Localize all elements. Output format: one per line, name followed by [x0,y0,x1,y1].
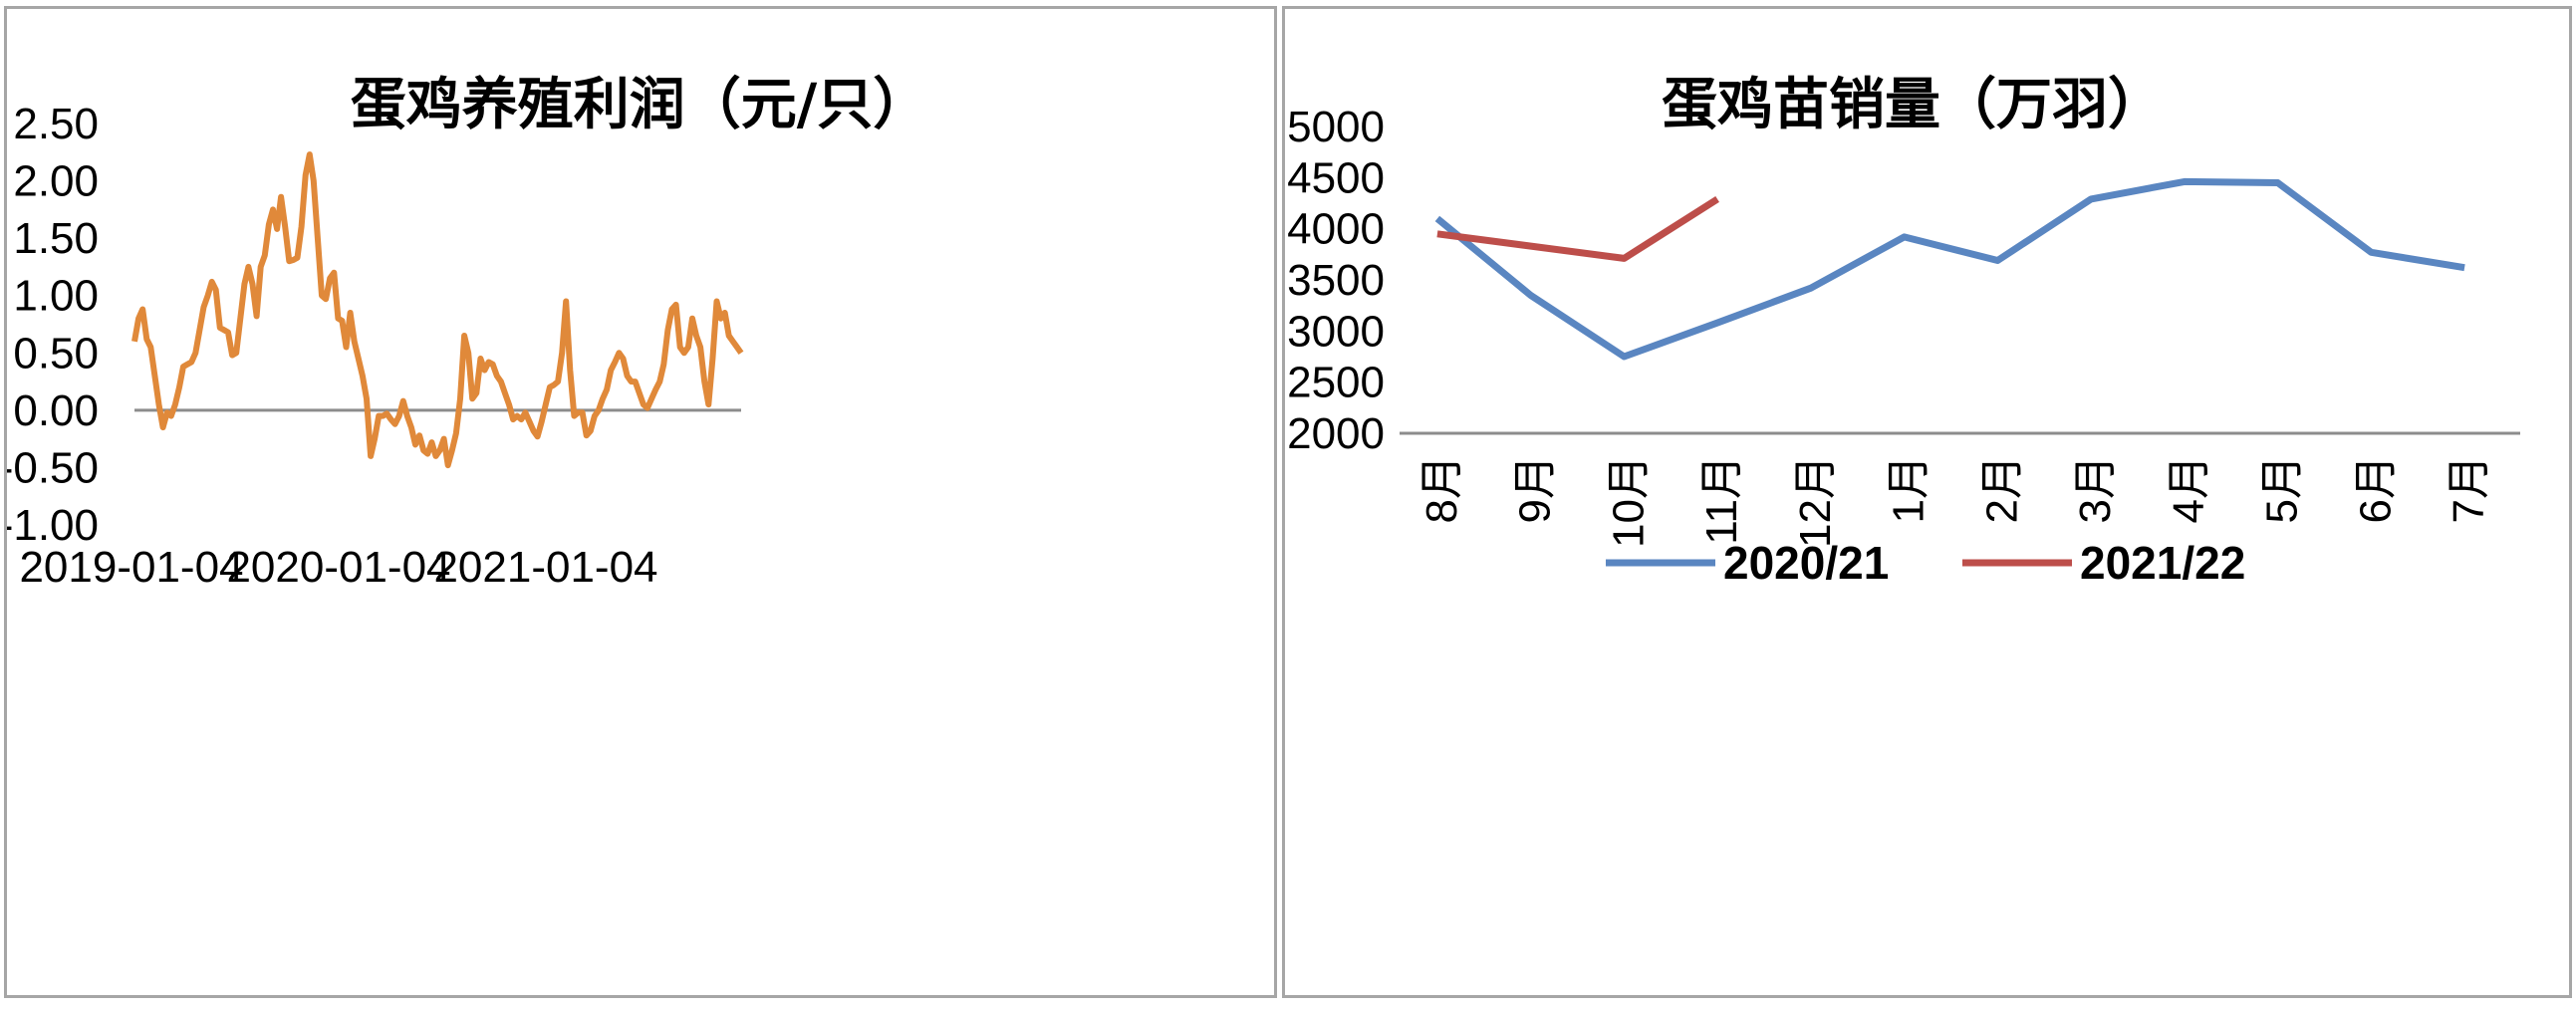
x-tick-label: 12月 [1791,455,1840,548]
chick-sales-chart-panel: 蛋鸡苗销量（万羽） 5000 4500 4000 3500 3000 2500 2000 8… [1282,6,2572,998]
profit-chart: 蛋鸡养殖利润（元/只） 2.50 2.00 1.50 1.00 0.50 0.00 -0.5… [7,72,928,592]
y-tick-label: 5000 [1287,103,1385,151]
y-tick-label: 0.00 [13,386,99,435]
profit-chart-panel: 蛋鸡养殖利润（元/只） 2.50 2.00 1.50 1.00 0.50 0.00 -0.5… [4,6,1277,998]
x-tick-label: 3月 [2071,455,2120,523]
x-tick-label: 2021-01-04 [433,543,657,592]
y-tick-label: 4000 [1287,205,1385,254]
series-line-2021-22 [1436,195,1719,262]
series-line-2020-21 [1434,177,2465,361]
y-tick-label: 2500 [1287,359,1385,407]
x-tick-label: 2月 [1977,455,2026,523]
chart-title: 蛋鸡苗销量（万羽） [1662,72,2164,137]
y-tick-label: -0.50 [7,443,99,492]
y-tick-label: 3000 [1287,307,1385,356]
x-tick-label: 9月 [1511,455,1560,523]
x-tick-label: 10月 [1604,455,1653,548]
y-tick-label: 0.50 [13,329,99,378]
y-tick-label: 2000 [1287,409,1385,458]
y-tick-label: 2.50 [13,100,99,148]
y-tick-label: 1.50 [13,214,99,263]
x-tick-label: 4月 [2165,455,2213,523]
x-tick-label: 6月 [2351,455,2400,523]
y-tick-label: 3500 [1287,256,1385,305]
x-tick-label: 7月 [2445,455,2493,523]
y-tick-label: 2.00 [13,157,99,206]
x-tick-label: 11月 [1697,455,1746,545]
y-tick-label: -1.00 [7,501,99,550]
x-tick-label: 5月 [2258,455,2307,523]
x-tick-label: 8月 [1417,455,1466,523]
legend-label: 2020/21 [1723,537,1889,589]
x-tick-label: 2019-01-04 [19,543,243,592]
profit-series-line [131,151,744,469]
y-tick-label: 4500 [1287,153,1385,202]
y-tick-label: 1.00 [13,272,99,321]
chart-title: 蛋鸡养殖利润（元/只） [351,72,928,137]
x-tick-label: 2020-01-04 [226,543,450,592]
x-tick-label: 1月 [1885,455,1933,523]
legend-label: 2021/22 [2080,537,2245,589]
